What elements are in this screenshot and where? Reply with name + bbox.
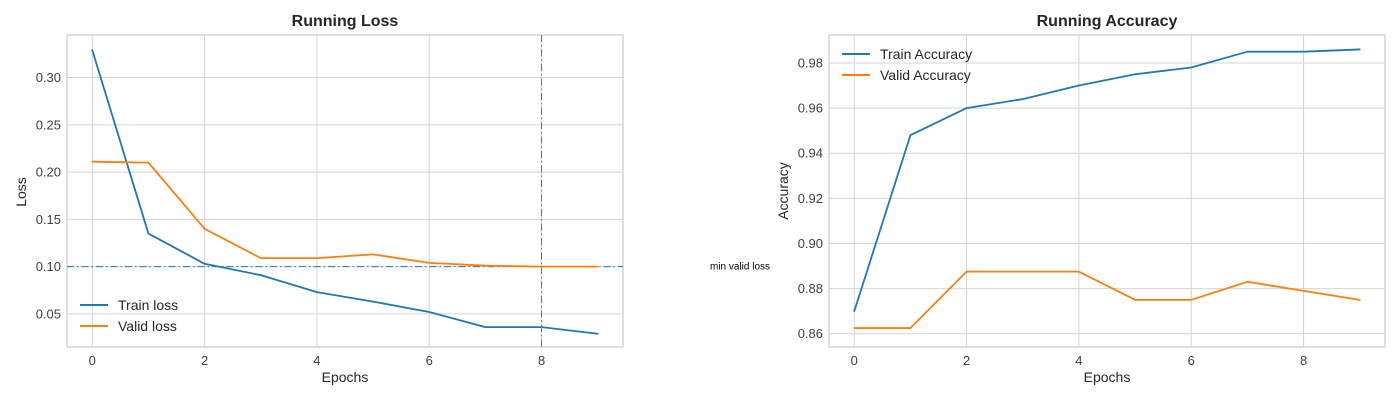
loss-y-tick-label: 0.25 <box>36 117 61 132</box>
accuracy-plot-frame <box>828 34 1386 348</box>
accuracy-legend: Train Accuracy Valid Accuracy <box>842 46 972 83</box>
accuracy-y-tick-label: 0.98 <box>798 55 823 70</box>
accuracy-x-tick-label: 8 <box>1300 353 1307 368</box>
accuracy-y-tick-label: 0.90 <box>798 236 823 251</box>
accuracy-y-axis-label: Accuracy <box>775 162 791 220</box>
loss-min-valid-loss-annotation: min valid loss <box>710 262 770 273</box>
loss-legend-label: Train loss <box>118 297 178 313</box>
loss-x-axis-label: Epochs <box>322 369 369 385</box>
loss-y-axis-label: Loss <box>13 177 29 207</box>
accuracy-y-tick-label: 0.86 <box>798 326 823 341</box>
loss-y-tick-label: 0.30 <box>36 70 61 85</box>
loss-y-tick-label: 0.15 <box>36 212 61 227</box>
accuracy-y-tick-label: 0.88 <box>798 281 823 296</box>
loss-series-line-train <box>91 49 599 335</box>
accuracy-x-tick-label: 2 <box>963 353 970 368</box>
loss-y-tick-label: 0.05 <box>36 306 61 321</box>
loss-y-tick-label: 0.20 <box>36 165 61 180</box>
loss-legend: Train loss Valid loss <box>80 297 178 334</box>
loss-x-tick-label: 6 <box>426 353 433 368</box>
accuracy-legend-label: Valid Accuracy <box>880 67 971 83</box>
accuracy-series-line-valid <box>853 270 1361 329</box>
accuracy-y-tick-label: 0.92 <box>798 191 823 206</box>
loss-x-tick-label: 0 <box>89 353 96 368</box>
accuracy-x-axis-label: Epochs <box>1084 369 1131 385</box>
loss-x-tick-label: 4 <box>313 353 320 368</box>
accuracy-x-tick-label: 4 <box>1075 353 1082 368</box>
loss-series-line-valid <box>91 160 599 268</box>
loss-x-tick-label: 8 <box>538 353 545 368</box>
accuracy-legend-label: Train Accuracy <box>880 46 972 62</box>
accuracy-y-tick-label: 0.96 <box>798 101 823 116</box>
accuracy-x-tick-label: 6 <box>1188 353 1195 368</box>
loss-chart-title: Running Loss <box>292 13 399 30</box>
loss-chart-panel: Running Loss Epochs Loss 0 2 4 6 8 0.05 0.10 0.… <box>13 13 770 385</box>
loss-plot-frame <box>66 34 624 348</box>
loss-legend-label: Valid loss <box>118 318 177 334</box>
accuracy-series-line-train <box>853 48 1361 313</box>
loss-y-tick-label: 0.10 <box>36 259 61 274</box>
accuracy-y-tick-label: 0.94 <box>798 146 823 161</box>
accuracy-chart-panel: Running Accuracy Epochs Accuracy 0 2 4 6 8 0.… <box>775 13 1386 385</box>
accuracy-x-tick-label: 0 <box>851 353 858 368</box>
accuracy-chart-title: Running Accuracy <box>1037 13 1178 30</box>
loss-x-tick-label: 2 <box>201 353 208 368</box>
